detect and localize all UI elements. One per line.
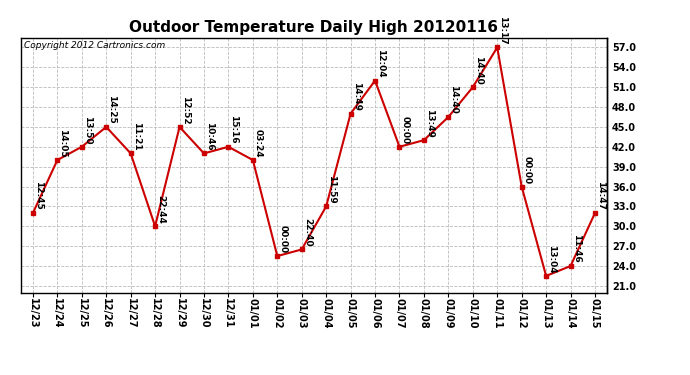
- Text: 13:49: 13:49: [425, 108, 434, 137]
- Text: 14:49: 14:49: [352, 82, 361, 111]
- Text: 14:40: 14:40: [449, 86, 458, 114]
- Text: 10:46: 10:46: [205, 122, 214, 151]
- Text: 00:00: 00:00: [523, 156, 532, 184]
- Text: 11:21: 11:21: [132, 122, 141, 151]
- Text: 22:44: 22:44: [156, 195, 165, 224]
- Text: 13:50: 13:50: [83, 116, 92, 144]
- Text: 14:47: 14:47: [596, 181, 605, 210]
- Text: 00:00: 00:00: [278, 225, 287, 253]
- Text: 14:05: 14:05: [59, 129, 68, 157]
- Text: 22:40: 22:40: [303, 218, 312, 247]
- Text: 14:25: 14:25: [107, 95, 117, 124]
- Text: 12:52: 12:52: [181, 96, 190, 124]
- Text: 14:40: 14:40: [474, 56, 483, 84]
- Text: 12:45: 12:45: [34, 182, 43, 210]
- Text: 11:46: 11:46: [571, 234, 580, 263]
- Text: 15:16: 15:16: [230, 116, 239, 144]
- Text: 13:04: 13:04: [547, 244, 556, 273]
- Text: 00:00: 00:00: [400, 116, 410, 144]
- Title: Outdoor Temperature Daily High 20120116: Outdoor Temperature Daily High 20120116: [130, 20, 498, 35]
- Text: 03:24: 03:24: [254, 129, 263, 157]
- Text: 11:59: 11:59: [327, 175, 336, 204]
- Text: 12:04: 12:04: [376, 49, 385, 78]
- Text: 13:17: 13:17: [498, 16, 507, 45]
- Text: Copyright 2012 Cartronics.com: Copyright 2012 Cartronics.com: [23, 41, 165, 50]
